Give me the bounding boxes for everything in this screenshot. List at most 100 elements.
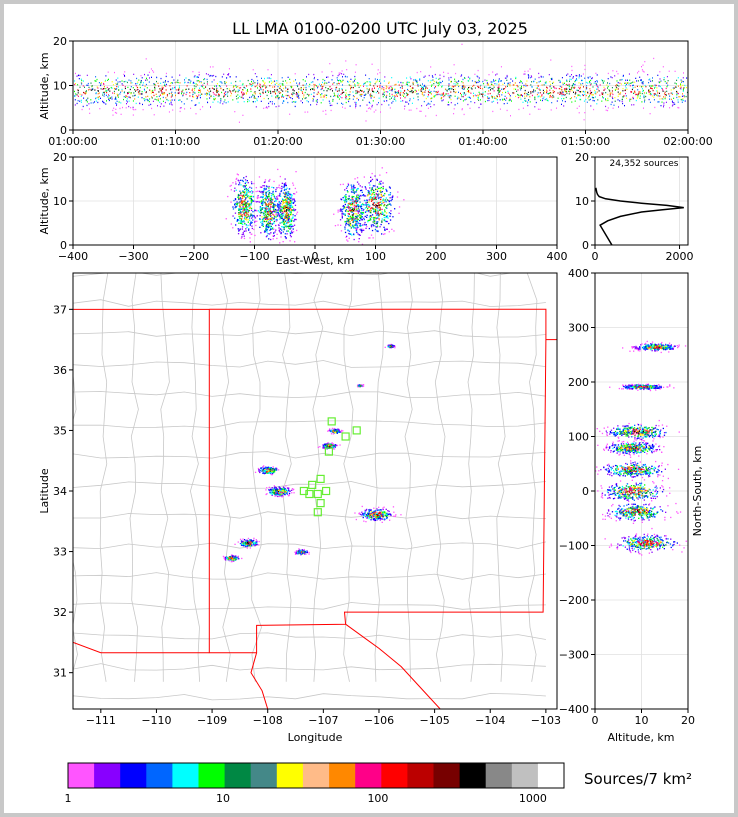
time-height-source (262, 89, 264, 91)
ew-height-source (363, 204, 365, 206)
time-height-source (506, 102, 508, 104)
time-height-source (358, 83, 360, 85)
time-height-source (563, 97, 565, 100)
time-height-source (454, 78, 456, 80)
time-height-source (372, 100, 374, 102)
ew-height-source (262, 225, 264, 227)
ew-height-source (358, 241, 360, 243)
ew-height-source (280, 211, 282, 213)
time-height-source (193, 91, 195, 93)
ew-height-source (347, 240, 349, 242)
ew-height-source (261, 196, 263, 198)
ew-height-source (276, 218, 278, 221)
time-height-source (141, 97, 143, 99)
time-height-source (233, 85, 235, 87)
plan-view-source (278, 495, 280, 498)
ew-height-source (355, 223, 357, 225)
county-boundary (220, 273, 231, 682)
time-height-source (641, 69, 643, 71)
time-height-source (103, 91, 105, 94)
time-height-source (601, 100, 603, 102)
time-height-source (137, 81, 139, 83)
time-height-source (276, 89, 278, 91)
ew-height-source (250, 201, 253, 203)
time-height-source (668, 70, 670, 72)
time-height-source (472, 95, 474, 98)
time-height-source (438, 78, 440, 80)
ew-height-source (288, 217, 291, 219)
time-height-source (420, 86, 422, 88)
county-boundary (73, 602, 546, 610)
ew-height-source (283, 206, 285, 208)
ew-height-source (259, 191, 262, 193)
ew-height-source (266, 205, 268, 207)
time-height-source (477, 85, 479, 88)
ew-height-source (293, 198, 295, 200)
ew-height-source (388, 186, 391, 188)
time-height-source (129, 96, 131, 99)
time-height-source (532, 91, 534, 93)
time-height-source (119, 107, 121, 110)
ew-height-source (283, 222, 285, 224)
time-height-source (672, 87, 674, 89)
time-height-source (439, 81, 441, 83)
time-height-source (393, 98, 395, 100)
time-height-source (643, 97, 645, 99)
plan-view-source (269, 488, 272, 491)
ew-height-source (285, 210, 288, 212)
ew-height-source (374, 196, 376, 198)
time-height-source (407, 88, 408, 91)
time-height-source (209, 92, 211, 94)
time-height-source (636, 80, 638, 82)
time-height-source (644, 101, 645, 103)
ew-height-source (356, 189, 358, 191)
ew-height-source (246, 196, 249, 198)
time-height-source (184, 108, 186, 110)
time-height-source (388, 82, 390, 84)
time-height-source (599, 94, 601, 96)
ew-height-source (358, 183, 360, 185)
time-height-source (578, 105, 580, 107)
time-height-source (462, 100, 464, 102)
time-height-source (224, 81, 226, 83)
time-height-source (457, 96, 459, 98)
time-height-source (157, 82, 159, 84)
ew-height-source (349, 215, 352, 217)
ew-height-source (254, 220, 256, 222)
ew-height-source (275, 214, 277, 216)
ew-height-source (370, 216, 372, 218)
time-height-source (434, 95, 436, 97)
ew-height-source (269, 178, 271, 181)
time-height-source (82, 85, 84, 87)
time-height-source (247, 90, 249, 93)
time-height-source (537, 85, 539, 87)
time-height-source (611, 77, 613, 79)
time-height-source (632, 84, 633, 87)
time-height-source (341, 88, 343, 90)
ew-height-source (239, 228, 241, 230)
time-height-source (186, 91, 188, 94)
time-height-source (389, 95, 391, 97)
ew-height-source (293, 199, 296, 201)
time-height-source (134, 98, 136, 100)
time-height-source (371, 87, 373, 90)
ew-height-source (348, 217, 351, 219)
time-height-source (116, 93, 118, 95)
time-height-source (578, 112, 580, 114)
time-height-source (298, 88, 300, 90)
time-height-source (463, 86, 464, 88)
time-height-source (548, 74, 550, 76)
time-height-source (509, 84, 511, 86)
time-height-source (212, 101, 214, 103)
time-height-source (595, 83, 597, 85)
time-height-source (487, 99, 489, 102)
ew-height-source (245, 192, 247, 195)
ew-height-source (262, 201, 264, 203)
time-height-source (491, 101, 493, 103)
time-height-source (211, 87, 213, 89)
time-height-source (409, 100, 411, 102)
time-height-source (142, 82, 144, 84)
time-height-source (115, 79, 117, 81)
